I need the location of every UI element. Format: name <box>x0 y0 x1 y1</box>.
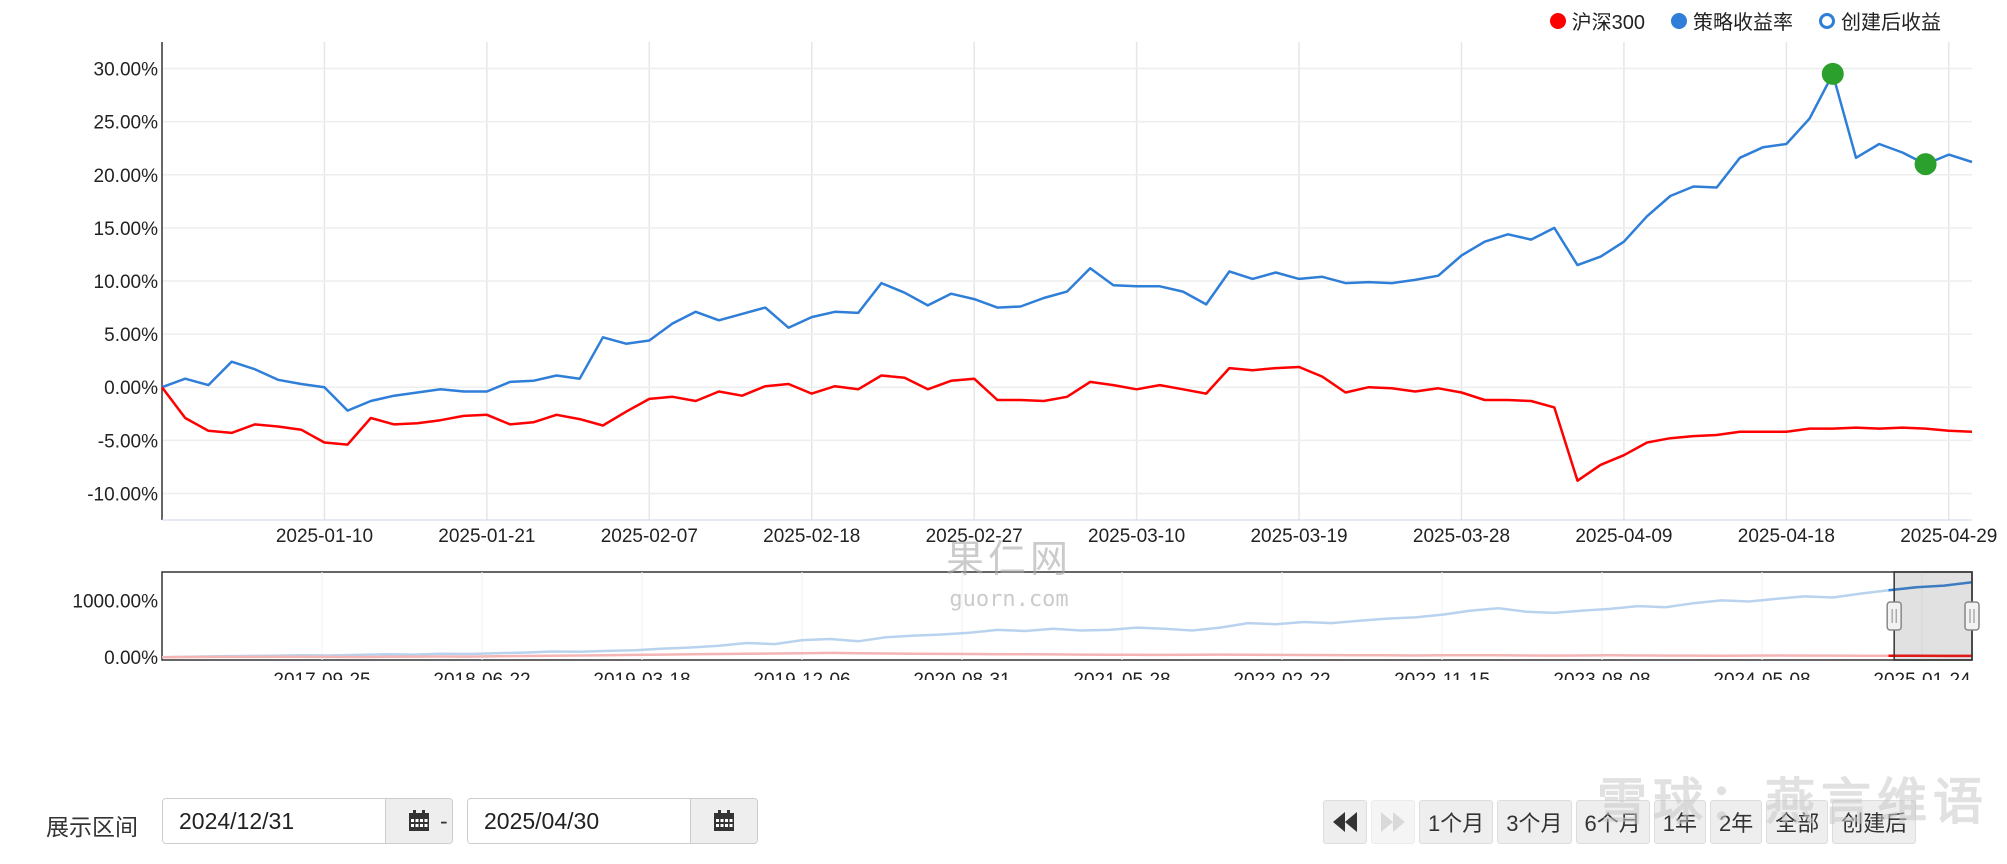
legend-item-post-creation[interactable]: 创建后收益 <box>1819 6 1941 35</box>
end-date-picker <box>467 798 758 844</box>
range-2y-button[interactable]: 2年 <box>1710 800 1763 844</box>
legend-item-hs300[interactable]: 沪深300 <box>1549 6 1645 35</box>
rewind-icon <box>1333 812 1357 832</box>
main-grid <box>162 42 1972 520</box>
main-y-tick-label: 5.00% <box>104 325 158 346</box>
calendar-icon <box>714 810 734 831</box>
highlight-marker <box>1914 153 1937 176</box>
legend-label-hs300: 沪深300 <box>1571 12 1645 34</box>
main-x-tick-labels: 2025-01-10 2025-01-21 2025-02-07 2025-02-18… <box>276 526 1998 547</box>
main-y-tick-label: -10.00% <box>87 484 158 505</box>
main-y-tick-label: 0.00% <box>104 378 158 399</box>
start-calendar-button[interactable] <box>385 799 452 843</box>
main-x-tick-label: 2025-04-29 <box>1900 526 1997 547</box>
chart-legend: 沪深300 策略收益率 创建后收益 <box>1549 6 1941 35</box>
main-markers <box>1821 62 1937 176</box>
main-x-tick-label: 2025-04-09 <box>1575 526 1672 547</box>
fast-forward-button[interactable] <box>1371 800 1415 844</box>
navigator-x-tick-label: 2025-01-24 <box>1873 670 1971 680</box>
navigator-background <box>161 571 1973 661</box>
end-calendar-button[interactable] <box>690 799 757 843</box>
main-y-tick-label: 10.00% <box>94 272 159 293</box>
legend-swatch-hs300 <box>1549 12 1566 29</box>
range-1y-button[interactable]: 1年 <box>1653 800 1706 844</box>
main-y-tick-label: -5.00% <box>98 431 158 452</box>
navigator-x-tick-label: 2017-09-25 <box>273 670 370 680</box>
navigator-x-tick-label: 2024-05-08 <box>1713 670 1810 680</box>
legend-label-strategy: 策略收益率 <box>1693 12 1793 34</box>
rewind-button[interactable] <box>1323 800 1367 844</box>
calendar-icon <box>409 810 429 831</box>
navigator-line-faded <box>161 651 1917 659</box>
range-since-creation-button[interactable]: 创建后 <box>1832 800 1917 844</box>
main-x-tick-label: 2025-01-10 <box>276 526 373 547</box>
navigator-selected-range[interactable] <box>1893 571 1973 661</box>
main-x-tick-label: 2025-03-28 <box>1413 526 1510 547</box>
chart-area: 30.00% 25.00% 20.00% 15.00% 10.00% 5.00% 0.00%… <box>72 42 1998 680</box>
main-x-tick-label: 2025-02-07 <box>601 526 698 547</box>
range-label: 展示区间 <box>46 814 138 840</box>
series-line-strategy <box>161 72 1973 412</box>
navigator-line-selected <box>1888 580 1973 592</box>
range-controls: 展示区间 - <box>0 790 2007 850</box>
navigator-handle[interactable] <box>1886 601 1902 631</box>
navigator-x-tick-label: 2019-03-18 <box>593 670 690 680</box>
navigator-y-tick-label: 1000.00% <box>72 591 158 612</box>
navigator-frame <box>161 571 1973 661</box>
navigator-x-tick-label: 2023-08-08 <box>1553 670 1650 680</box>
main-y-tick-label: 25.00% <box>94 113 159 134</box>
legend-swatch-strategy <box>1671 12 1687 29</box>
range-6m-button[interactable]: 6个月 <box>1575 800 1650 844</box>
navigator-x-tick-label: 2018-06-22 <box>433 670 530 680</box>
main-series-lines <box>161 72 1973 482</box>
main-x-tick-label: 2025-02-27 <box>926 526 1023 547</box>
range-3m-button[interactable]: 3个月 <box>1497 800 1572 844</box>
main-x-tick-label: 2025-01-21 <box>438 526 535 547</box>
legend-item-strategy[interactable]: 策略收益率 <box>1671 6 1793 35</box>
navigator-selection[interactable] <box>1886 571 1980 661</box>
start-date-input[interactable] <box>163 799 385 843</box>
navigator-y-tick-label: 0.00% <box>104 648 158 669</box>
main-y-tick-label: 15.00% <box>94 219 159 240</box>
legend-swatch-post-creation <box>1819 12 1835 29</box>
main-x-tick-label: 2025-03-19 <box>1250 526 1347 547</box>
main-y-tick-label: 30.00% <box>94 60 159 81</box>
fast-forward-icon <box>1381 812 1405 832</box>
series-line-hs300 <box>161 365 1973 482</box>
navigator-x-tick-label: 2022-02-22 <box>1233 670 1330 680</box>
main-y-tick-labels: 30.00% 25.00% 20.00% 15.00% 10.00% 5.00% 0.00%… <box>87 60 158 506</box>
navigator-x-tick-label: 2020-08-31 <box>913 670 1010 680</box>
legend-label-post-creation: 创建后收益 <box>1841 12 1941 34</box>
navigator-x-tick-label: 2019-12-06 <box>753 670 850 680</box>
main-x-tick-label: 2025-03-10 <box>1088 526 1185 547</box>
end-date-input[interactable] <box>468 799 690 843</box>
main-axes <box>161 42 1972 521</box>
main-x-tick-label: 2025-04-18 <box>1738 526 1835 547</box>
start-date-picker <box>162 798 453 844</box>
navigator-x-tick-labels: 2017-09-25 2018-06-22 2019-03-18 2019-12-06… <box>273 670 1971 680</box>
navigator-handle[interactable] <box>1964 601 1980 631</box>
range-all-button[interactable]: 全部 <box>1766 800 1829 844</box>
navigator-x-tick-label: 2021-05-28 <box>1073 670 1170 680</box>
navigator-y-tick-labels: 1000.00% 0.00% <box>72 591 158 669</box>
range-button-group: 1个月 3个月 6个月 1年 2年 全部 创建后 <box>1323 800 1917 844</box>
main-y-tick-label: 20.00% <box>94 166 159 187</box>
navigator-series-lines <box>161 580 1973 659</box>
range-1m-button[interactable]: 1个月 <box>1419 800 1494 844</box>
main-x-tick-label: 2025-02-18 <box>763 526 860 547</box>
highlight-marker <box>1821 62 1844 85</box>
range-dash: - <box>440 808 448 834</box>
navigator-line-faded <box>161 586 1917 659</box>
navigator-x-tick-label: 2022-11-15 <box>1394 670 1490 680</box>
